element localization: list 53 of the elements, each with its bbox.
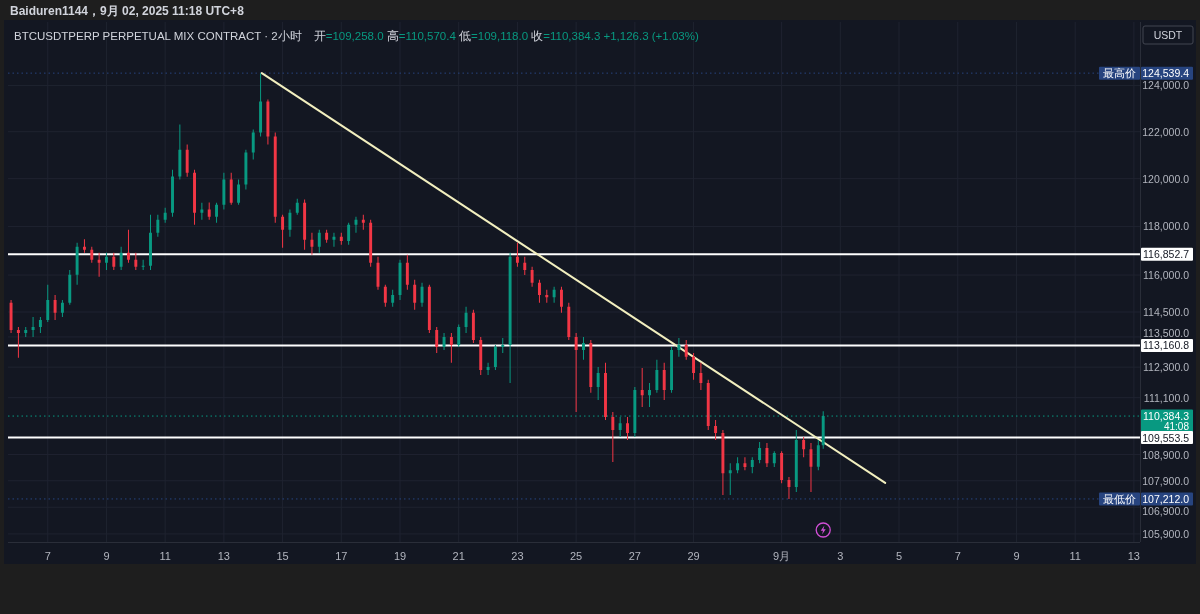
x-tick-label: 21	[452, 550, 465, 562]
y-tick-label: 124,000.0	[1142, 79, 1190, 92]
candlestick	[728, 463, 732, 496]
x-tick-label: 9月	[773, 550, 791, 562]
candlestick	[501, 337, 505, 354]
x-tick-label: 7	[954, 550, 961, 562]
y-tick-label: 113,500.0	[1143, 327, 1190, 340]
x-tick-label: 27	[628, 550, 641, 562]
candlestick	[141, 259, 145, 270]
x-tick-label: 13	[1127, 550, 1141, 562]
x-tick-label: 7	[44, 550, 51, 562]
ref-line-label: 110,384.3 41:08	[1143, 410, 1190, 432]
candlestick	[97, 252, 101, 277]
ref-line-label: 109,553.5	[1142, 431, 1190, 444]
candlestick	[574, 332, 578, 413]
x-tick-label: 17	[335, 550, 348, 562]
x-tick-label: 5	[895, 550, 903, 562]
ref-line-label: 116,852.7	[1143, 248, 1190, 261]
candlestick	[31, 316, 35, 337]
candlestick	[16, 326, 20, 358]
x-tick-label: 9	[103, 550, 110, 562]
y-tick-label: 122,000.0	[1142, 125, 1190, 138]
y-tick-label: 107,900.0	[1142, 474, 1190, 487]
x-tick-label: 3	[837, 550, 844, 562]
y-tick-label: 120,000.0	[1142, 172, 1190, 185]
y-tick-label: 108,900.0	[1142, 448, 1190, 461]
text: BTCUSDTPERP PERPETUAL MIX CONTRACT · 2小时	[14, 30, 302, 42]
x-tick-label: 23	[511, 550, 524, 562]
y-tick-label: 118,000.0	[1143, 220, 1190, 233]
x-tick-label: 19	[393, 550, 407, 562]
x-tick-label: 29	[687, 550, 700, 562]
x-tick-label: 13	[217, 550, 231, 562]
text: 开=109,258.0 高=110,570.4 低=109,118.0 收=110,384.3 +1,126.3 (+1.03%)	[313, 30, 699, 42]
text: Baiduren1144，9月 02, 2025 11:18 UTC+8	[10, 3, 245, 18]
x-tick-label: 25	[570, 550, 583, 562]
y-tick-label: 111,100.0	[1143, 391, 1190, 404]
candlestick	[640, 367, 644, 407]
x-tick-label: 11	[159, 550, 171, 562]
y-tick-label: 106,900.0	[1142, 505, 1190, 518]
ref-line-label: 124,539.4	[1142, 67, 1190, 80]
ref-line-label: 113,160.8	[1143, 339, 1190, 352]
y-tick-label: 116,000.0	[1143, 269, 1190, 282]
y-tick-label: 105,900.0	[1142, 527, 1190, 540]
annotation: 最高价	[1103, 67, 1136, 80]
x-tick-label: 9	[1013, 550, 1020, 562]
ref-line-label: 107,212.0	[1142, 492, 1190, 505]
y-tick-label: 112,300.0	[1143, 361, 1190, 374]
text: USDT	[1153, 29, 1183, 41]
candlestick	[82, 239, 86, 253]
y-tick-label: 114,500.0	[1143, 306, 1190, 319]
annotation: 最低价	[1103, 492, 1136, 505]
x-tick-label: 15	[276, 550, 289, 562]
x-tick-label: 11	[1069, 550, 1081, 562]
